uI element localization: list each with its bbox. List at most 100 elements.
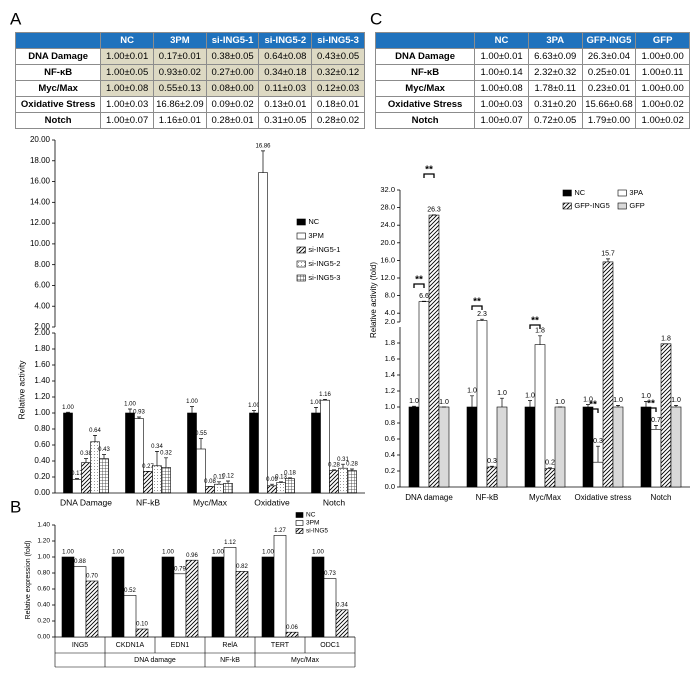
- bar: [85, 580, 99, 638]
- table-cell: 0.55±0.13: [153, 80, 207, 97]
- error-bar: [84, 458, 88, 463]
- value-label: 1.00: [124, 402, 136, 408]
- bar: [72, 479, 82, 494]
- bar: [438, 406, 450, 488]
- legend-swatch: [296, 232, 306, 240]
- significance-bracket: [587, 408, 599, 413]
- error-bar: [252, 410, 256, 413]
- value-label: 0.34: [336, 602, 348, 608]
- bar: [285, 478, 295, 494]
- y-tick-label: 1.20: [37, 538, 50, 545]
- value-label: 1.0: [467, 388, 477, 395]
- bar: [276, 482, 286, 494]
- table-a: NC 3PM si-ING5-1 si-ING5-2 si-ING5-3 DNA Dama…: [14, 32, 365, 129]
- y-tick-label: 1.80: [34, 344, 50, 353]
- panel-label: C: [370, 9, 382, 28]
- error-bar: [654, 425, 658, 430]
- error-bar: [412, 405, 416, 407]
- y-tick-label: 28.0: [380, 203, 395, 212]
- value-label: 0.3: [487, 458, 497, 465]
- value-label: 2.3: [477, 311, 487, 318]
- bar: [161, 556, 175, 638]
- significance-label: **: [531, 316, 539, 327]
- bar: [408, 406, 420, 488]
- table-row: Oxidative Stress 1.00±0.03 0.31±0.20 15.66±…: [374, 96, 690, 113]
- legend-label: 3PM: [308, 231, 323, 240]
- error-bar: [128, 408, 132, 413]
- bar: [428, 214, 440, 488]
- x-tick-label: Oxidative stress: [575, 493, 632, 502]
- bar: [323, 578, 337, 638]
- value-label: 1.0: [497, 390, 507, 397]
- table-row: DNA Damage 1.00±0.01 0.17±0.01 0.38±0.05 0.6…: [14, 48, 365, 65]
- error-bar: [341, 463, 345, 469]
- table-row: DNA Damage 1.00±0.01 6.63±0.09 26.3±0.04 1.0…: [374, 48, 690, 65]
- error-bar: [490, 465, 494, 467]
- value-label: 1.00: [310, 400, 322, 406]
- panel-label: A: [10, 9, 22, 28]
- x-tick-label: ODC1: [320, 642, 340, 649]
- bar: [486, 466, 498, 488]
- bar: [143, 471, 153, 494]
- value-label: 1.0: [613, 397, 623, 404]
- table-cell: 0.17±0.01: [153, 48, 207, 65]
- value-label: 1.0: [671, 397, 681, 404]
- value-label: 0.10: [136, 622, 148, 628]
- bar: [99, 458, 109, 494]
- legend-label: 3PA: [629, 188, 643, 197]
- legend-swatch: [617, 189, 627, 197]
- y-tick-label: 0.00: [37, 634, 50, 641]
- row-label: Notch: [14, 112, 102, 129]
- y-tick-label: 1.60: [34, 360, 50, 369]
- bar: [335, 609, 349, 638]
- y-tick-label: 6.00: [34, 281, 50, 290]
- error-bar: [606, 258, 610, 262]
- error-bar: [323, 399, 327, 401]
- group-label: Myc/Max: [291, 657, 320, 664]
- bar: [347, 470, 357, 494]
- value-label: 1.00: [162, 550, 174, 556]
- legend-label: 3PM: [306, 520, 319, 527]
- error-bar: [102, 454, 106, 459]
- y-tick-label: 0.20: [34, 472, 50, 481]
- table-row: Oxidative Stress 1.00±0.03 16.86±2.09 0.09±…: [14, 96, 365, 113]
- value-label: 0.28: [328, 462, 340, 468]
- value-label: 0.43: [98, 447, 110, 453]
- bar: [476, 320, 488, 488]
- error-bar: [596, 445, 600, 463]
- value-label: 1.8: [661, 336, 671, 343]
- legend-swatch: [295, 512, 304, 518]
- bar: [592, 461, 604, 488]
- row-label: DNA Damage: [14, 48, 102, 65]
- y-tick-label: 10.00: [30, 239, 51, 248]
- y-axis-label: Relative activity: [16, 360, 26, 420]
- bar: [223, 483, 233, 494]
- y-axis-label: Relative activity (fold): [369, 262, 378, 338]
- bar: [249, 412, 259, 494]
- value-label: 15.7: [601, 251, 615, 258]
- table-cell: 0.34±0.18: [258, 64, 313, 81]
- value-label: 1.0: [525, 392, 535, 399]
- y-tick-label: 1.00: [34, 408, 50, 417]
- error-bar: [470, 395, 474, 407]
- value-label: 1.0: [583, 396, 593, 403]
- header-row: NC 3PA GFP-ING5 GFP: [374, 32, 690, 49]
- bar: [81, 462, 91, 494]
- error-bar: [155, 451, 159, 466]
- column-header: si-ING5-3: [311, 32, 365, 49]
- column-header: NC: [100, 32, 154, 49]
- table-cell: 1.00±0.08: [100, 80, 154, 97]
- value-label: 1.00: [62, 405, 74, 411]
- bar: [660, 343, 672, 488]
- x-tick-label: EDN1: [171, 642, 190, 649]
- x-tick-label: DNA Damage: [60, 497, 112, 507]
- error-bar: [350, 468, 354, 471]
- y-tick-label: 20.00: [30, 135, 51, 144]
- error-bar: [75, 478, 79, 480]
- y-tick-label: 4.00: [34, 301, 50, 310]
- legend-label: NC: [308, 217, 319, 226]
- legend-label: NC: [306, 512, 316, 519]
- value-label: 0.93: [133, 410, 145, 416]
- bar: [61, 556, 75, 638]
